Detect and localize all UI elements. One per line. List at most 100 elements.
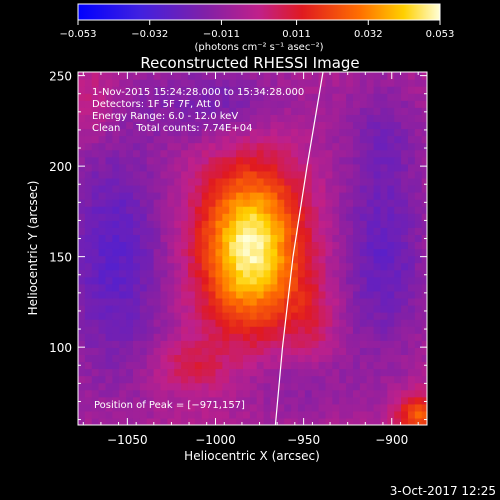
heatmap-cell bbox=[318, 206, 327, 214]
heatmap-cell bbox=[318, 149, 327, 158]
heatmap-cell bbox=[414, 410, 423, 419]
heatmap-cell bbox=[153, 184, 162, 193]
heatmap-cell bbox=[311, 368, 320, 377]
heatmap-cell bbox=[346, 100, 354, 108]
heatmap-cell bbox=[181, 72, 189, 80]
heatmap-cell bbox=[346, 72, 354, 80]
heatmap-cell bbox=[352, 107, 361, 115]
heatmap-cell bbox=[311, 410, 320, 419]
heatmap-cell bbox=[263, 206, 272, 214]
heatmap-cell bbox=[387, 290, 395, 299]
heatmap-cell bbox=[167, 269, 175, 278]
heatmap-cell bbox=[352, 121, 361, 130]
heatmap-cell bbox=[291, 79, 299, 87]
heatmap-cell bbox=[98, 283, 107, 292]
heatmap-cell bbox=[277, 142, 285, 151]
heatmap-cell bbox=[194, 410, 203, 419]
heatmap-cell bbox=[291, 163, 299, 172]
heatmap-cell bbox=[318, 213, 327, 221]
heatmap-cell bbox=[339, 375, 347, 384]
heatmap-cell bbox=[153, 163, 162, 172]
heatmap-cell bbox=[325, 184, 333, 193]
heatmap-cell bbox=[380, 290, 388, 299]
heatmap-cell bbox=[153, 93, 162, 101]
heatmap-cell bbox=[277, 199, 285, 207]
heatmap-cell bbox=[174, 276, 182, 285]
heatmap-cell bbox=[256, 297, 265, 306]
heatmap-cell bbox=[380, 93, 388, 101]
heatmap-cell bbox=[263, 107, 272, 115]
heatmap-cell bbox=[263, 86, 272, 94]
heatmap-cell bbox=[318, 262, 327, 271]
heatmap-cell bbox=[98, 100, 107, 108]
heatmap-cell bbox=[394, 340, 402, 348]
heatmap-cell bbox=[311, 248, 320, 257]
heatmap-cell bbox=[249, 347, 258, 355]
heatmap-cell bbox=[352, 403, 361, 412]
heatmap-cell bbox=[105, 368, 113, 377]
heatmap-cell bbox=[242, 72, 251, 80]
heatmap-cell bbox=[256, 396, 265, 405]
heatmap-cell bbox=[119, 255, 127, 264]
heatmap-cell bbox=[91, 170, 100, 179]
heatmap-cell bbox=[242, 128, 251, 137]
heatmap-cell bbox=[366, 227, 375, 235]
heatmap-cell bbox=[126, 79, 134, 87]
heatmap-cell bbox=[215, 107, 223, 115]
heatmap-cell bbox=[414, 149, 423, 158]
heatmap-cell bbox=[174, 403, 182, 412]
heatmap-cell bbox=[105, 290, 113, 299]
heatmap-cell bbox=[346, 276, 354, 285]
heatmap-cell bbox=[318, 304, 327, 313]
heatmap-cell bbox=[332, 368, 340, 377]
heatmap-cell bbox=[139, 241, 148, 250]
heatmap-cell bbox=[201, 396, 210, 405]
heatmap-cell bbox=[366, 248, 375, 257]
heatmap-cell bbox=[126, 156, 134, 165]
heatmap-cell bbox=[153, 312, 162, 320]
heatmap-cell bbox=[304, 382, 313, 391]
heatmap-cell bbox=[304, 297, 313, 306]
footer-date: 3-Oct-2017 12:25 bbox=[390, 484, 496, 498]
heatmap-cell bbox=[194, 234, 203, 243]
heatmap-cell bbox=[222, 177, 230, 186]
heatmap-cell bbox=[105, 241, 113, 250]
heatmap-cell bbox=[174, 93, 182, 101]
heatmap-cell bbox=[215, 283, 223, 292]
heatmap-cell bbox=[359, 382, 368, 391]
heatmap-cell bbox=[187, 312, 196, 320]
heatmap-cell bbox=[291, 128, 299, 137]
heatmap-cell bbox=[174, 290, 182, 299]
heatmap-cell bbox=[229, 93, 237, 101]
heatmap-cell bbox=[236, 184, 244, 193]
heatmap-cell bbox=[132, 142, 141, 151]
heatmap-cell bbox=[84, 86, 93, 94]
heatmap-cell bbox=[215, 93, 223, 101]
heatmap-cell bbox=[153, 135, 162, 144]
heatmap-cell bbox=[297, 276, 306, 285]
heatmap-cell bbox=[401, 403, 409, 412]
heatmap-cell bbox=[112, 86, 120, 94]
heatmap-cell bbox=[401, 269, 409, 278]
heatmap-cell bbox=[421, 389, 427, 398]
heatmap-cell bbox=[84, 114, 93, 123]
heatmap-cell bbox=[339, 170, 347, 179]
heatmap-cell bbox=[78, 135, 86, 144]
heatmap-cell bbox=[352, 326, 361, 334]
heatmap-cell bbox=[263, 361, 272, 370]
heatmap-cell bbox=[311, 192, 320, 200]
heatmap-cell bbox=[160, 163, 168, 172]
heatmap-cell bbox=[346, 220, 354, 228]
heatmap-cell bbox=[352, 184, 361, 193]
heatmap-cell bbox=[84, 107, 93, 115]
heatmap-cell bbox=[277, 79, 285, 87]
heatmap-cell bbox=[311, 276, 320, 285]
heatmap-cell bbox=[153, 248, 162, 257]
heatmap-cell bbox=[284, 170, 292, 179]
heatmap-cell bbox=[291, 114, 299, 123]
heatmap-cell bbox=[387, 177, 395, 186]
heatmap-cell bbox=[270, 410, 278, 419]
heatmap-cell bbox=[139, 417, 148, 425]
heatmap-cell bbox=[126, 184, 134, 193]
heatmap-cell bbox=[277, 241, 285, 250]
